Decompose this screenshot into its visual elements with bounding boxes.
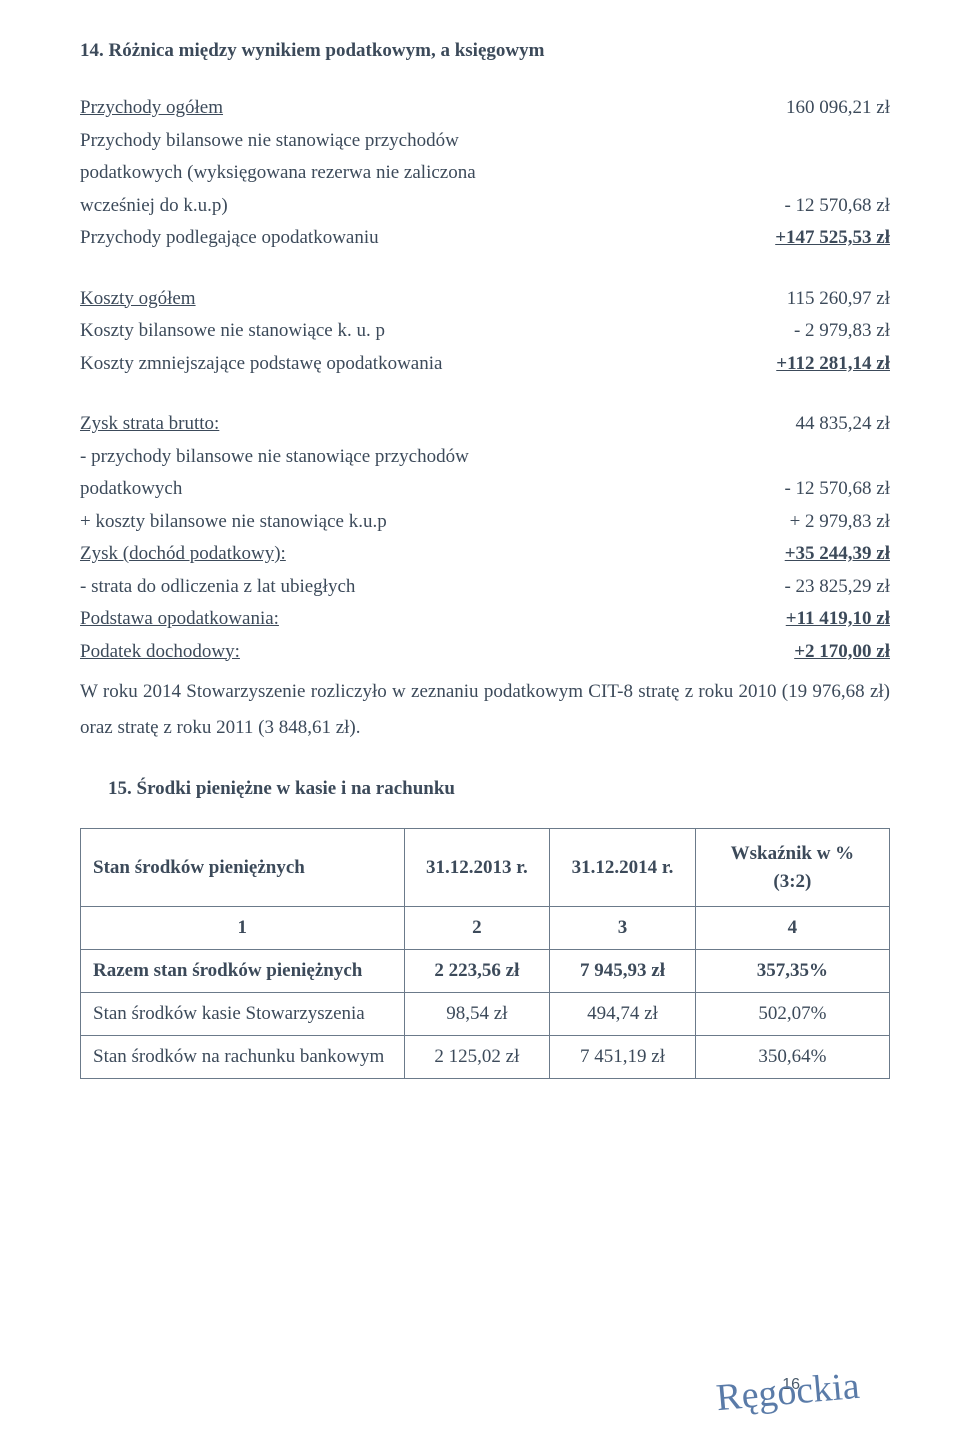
- b3-row2-value: [710, 443, 890, 472]
- block-2: Koszty ogółem 115 260,97 zł Koszty bilan…: [80, 285, 890, 379]
- zysk-brutto-label: Zysk strata brutto:: [80, 410, 710, 439]
- podatek-label: Podatek dochodowy:: [80, 638, 710, 667]
- row-c4: 350,64%: [695, 1036, 889, 1079]
- row-c3: 7 451,19 zł: [550, 1036, 696, 1079]
- row-c3: 7 945,93 zł: [550, 950, 696, 993]
- signature: Ręgockia: [715, 1364, 862, 1420]
- block-3: Zysk strata brutto: 44 835,24 zł - przyc…: [80, 410, 890, 746]
- th-col2: 31.12.2013 r.: [404, 829, 550, 907]
- zysk-brutto-value: 44 835,24 zł: [710, 410, 890, 439]
- numrow-4: 4: [695, 907, 889, 950]
- koszty-row2-label: Koszty bilansowe nie stanowiące k. u. p: [80, 317, 710, 346]
- b3-row4-value: + 2 979,83 zł: [710, 508, 890, 537]
- numrow-3: 3: [550, 907, 696, 950]
- th-col3: 31.12.2014 r.: [550, 829, 696, 907]
- row4-value: - 12 570,68 zł: [710, 192, 890, 221]
- row5-label: Przychody podlegające opodatkowaniu: [80, 224, 710, 253]
- podstawa-value: +11 419,10 zł: [710, 605, 890, 634]
- th-col1: Stan środków pieniężnych: [81, 829, 405, 907]
- row3-value: [710, 159, 890, 188]
- b3-row6-value: - 23 825,29 zł: [710, 573, 890, 602]
- table-row: Stan środków kasie Stowarzyszenia98,54 z…: [81, 993, 890, 1036]
- row-c3: 494,74 zł: [550, 993, 696, 1036]
- th-col4-line2: (3:2): [708, 871, 877, 893]
- row2-value: [710, 127, 890, 156]
- koszty-ogolem-value: 115 260,97 zł: [710, 285, 890, 314]
- row3-label: podatkowych (wyksięgowana rezerwa nie za…: [80, 159, 710, 188]
- zysk-dochod-label: Zysk (dochód podatkowy):: [80, 540, 710, 569]
- zysk-dochod-value: +35 244,39 zł: [710, 540, 890, 569]
- table-row: Razem stan środków pieniężnych2 223,56 z…: [81, 950, 890, 993]
- table-row: Stan środków na rachunku bankowym2 125,0…: [81, 1036, 890, 1079]
- row-label: Stan środków na rachunku bankowym: [81, 1036, 405, 1079]
- b3-row3-value: - 12 570,68 zł: [710, 475, 890, 504]
- row-label: Stan środków kasie Stowarzyszenia: [81, 993, 405, 1036]
- b3-row4-label: + koszty bilansowe nie stanowiące k.u.p: [80, 508, 710, 537]
- row-c2: 2 125,02 zł: [404, 1036, 550, 1079]
- row-c4: 357,35%: [695, 950, 889, 993]
- row5-value: +147 525,53 zł: [710, 224, 890, 253]
- koszty-row2-value: - 2 979,83 zł: [710, 317, 890, 346]
- row-c2: 2 223,56 zł: [404, 950, 550, 993]
- block-1: Przychody ogółem 160 096,21 zł Przychody…: [80, 94, 890, 253]
- przychody-ogolem-value: 160 096,21 zł: [710, 94, 890, 123]
- numrow-1: 1: [81, 907, 405, 950]
- przychody-ogolem-label: Przychody ogółem: [80, 94, 710, 123]
- paragraph-text: W roku 2014 Stowarzyszenie rozliczyło w …: [80, 674, 890, 746]
- section-15-title: 15. Środki pieniężne w kasie i na rachun…: [108, 778, 890, 800]
- b3-row3-label: podatkowych: [80, 475, 710, 504]
- th-col4: Wskaźnik w % (3:2): [695, 829, 889, 907]
- row-c2: 98,54 zł: [404, 993, 550, 1036]
- numrow-2: 2: [404, 907, 550, 950]
- podstawa-label: Podstawa opodatkowania:: [80, 605, 710, 634]
- row-label: Razem stan środków pieniężnych: [81, 950, 405, 993]
- row4-label: wcześniej do k.u.p): [80, 192, 710, 221]
- row2-label: Przychody bilansowe nie stanowiące przyc…: [80, 127, 710, 156]
- row-c4: 502,07%: [695, 993, 889, 1036]
- cash-table: Stan środków pieniężnych 31.12.2013 r. 3…: [80, 828, 890, 1079]
- section-14-title: 14. Różnica między wynikiem podatkowym, …: [80, 40, 890, 62]
- koszty-row3-value: +112 281,14 zł: [710, 350, 890, 379]
- b3-row2-label: - przychody bilansowe nie stanowiące prz…: [80, 443, 710, 472]
- koszty-ogolem-label: Koszty ogółem: [80, 285, 710, 314]
- th-col4-line1: Wskaźnik w %: [708, 843, 877, 865]
- podatek-value: +2 170,00 zł: [710, 638, 890, 667]
- koszty-row3-label: Koszty zmniejszające podstawę opodatkowa…: [80, 350, 710, 379]
- b3-row6-label: - strata do odliczenia z lat ubiegłych: [80, 573, 710, 602]
